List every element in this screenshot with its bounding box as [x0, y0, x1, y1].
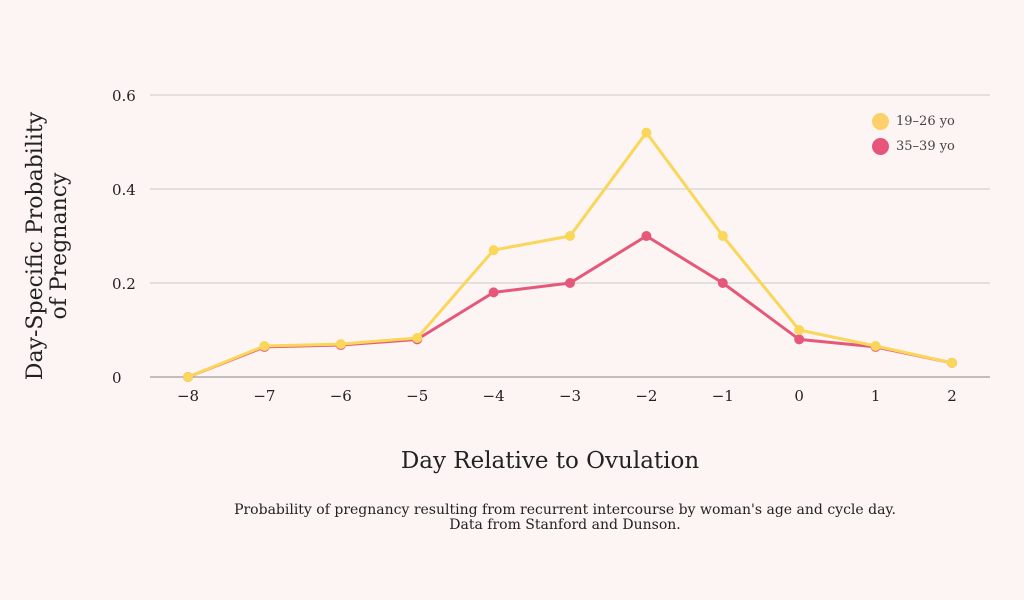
x-tick-label: −7 — [253, 387, 275, 405]
y-axis-label-line-1: Day-Specific Probability — [23, 111, 48, 381]
series-line-0 — [187, 131, 953, 379]
data-point — [335, 339, 346, 350]
x-tick-label: 2 — [947, 387, 957, 405]
data-point — [717, 231, 728, 241]
data-point — [488, 245, 499, 256]
y-tick-label: 0.2 — [112, 275, 136, 293]
x-tick-label: −2 — [635, 387, 657, 405]
data-point — [717, 278, 728, 288]
x-tick-label: −6 — [330, 387, 352, 405]
legend-item-35-39: 35–39 yo — [872, 134, 955, 159]
y-axis-label-line-2: of Pregnancy — [47, 172, 72, 320]
data-point — [259, 340, 270, 351]
legend: 19–26 yo 35–39 yo — [872, 109, 955, 159]
y-tick-label: 0.6 — [112, 87, 136, 105]
legend-label-19-26: 19–26 yo — [896, 114, 955, 129]
x-axis-label: Day Relative to Ovulation — [400, 448, 700, 474]
x-tick-label: 0 — [794, 387, 804, 405]
x-tick-label: 1 — [871, 387, 881, 405]
legend-marker-19-26 — [872, 113, 889, 130]
data-point — [794, 334, 805, 345]
x-tick-label: −5 — [406, 387, 428, 405]
y-axis-label: Day-Specific Probability of Pregnancy — [23, 106, 72, 386]
x-tick-label: −1 — [712, 387, 734, 405]
data-point — [183, 372, 193, 382]
legend-label-35-39: 35–39 yo — [896, 139, 955, 154]
legend-marker-35-39 — [872, 138, 889, 155]
x-tick-label: −3 — [559, 387, 581, 405]
x-tick-label: −4 — [483, 387, 505, 405]
data-point — [641, 127, 652, 138]
data-point — [947, 357, 957, 368]
data-point — [412, 332, 423, 343]
data-point — [870, 340, 881, 351]
caption-line-2: Data from Stanford and Dunson. — [449, 517, 681, 533]
y-tick-label: 0 — [112, 369, 122, 387]
data-point — [565, 231, 575, 241]
data-point — [641, 231, 652, 241]
caption-line-1: Probability of pregnancy resulting from … — [234, 502, 896, 518]
x-tick-label: −8 — [177, 387, 199, 405]
data-point — [488, 287, 499, 298]
legend-item-19-26: 19–26 yo — [872, 109, 955, 134]
data-point — [565, 278, 575, 288]
y-tick-label: 0.4 — [112, 181, 136, 199]
caption: Probability of pregnancy resulting from … — [180, 503, 950, 533]
data-point — [794, 325, 805, 335]
series-line-1 — [187, 234, 953, 379]
